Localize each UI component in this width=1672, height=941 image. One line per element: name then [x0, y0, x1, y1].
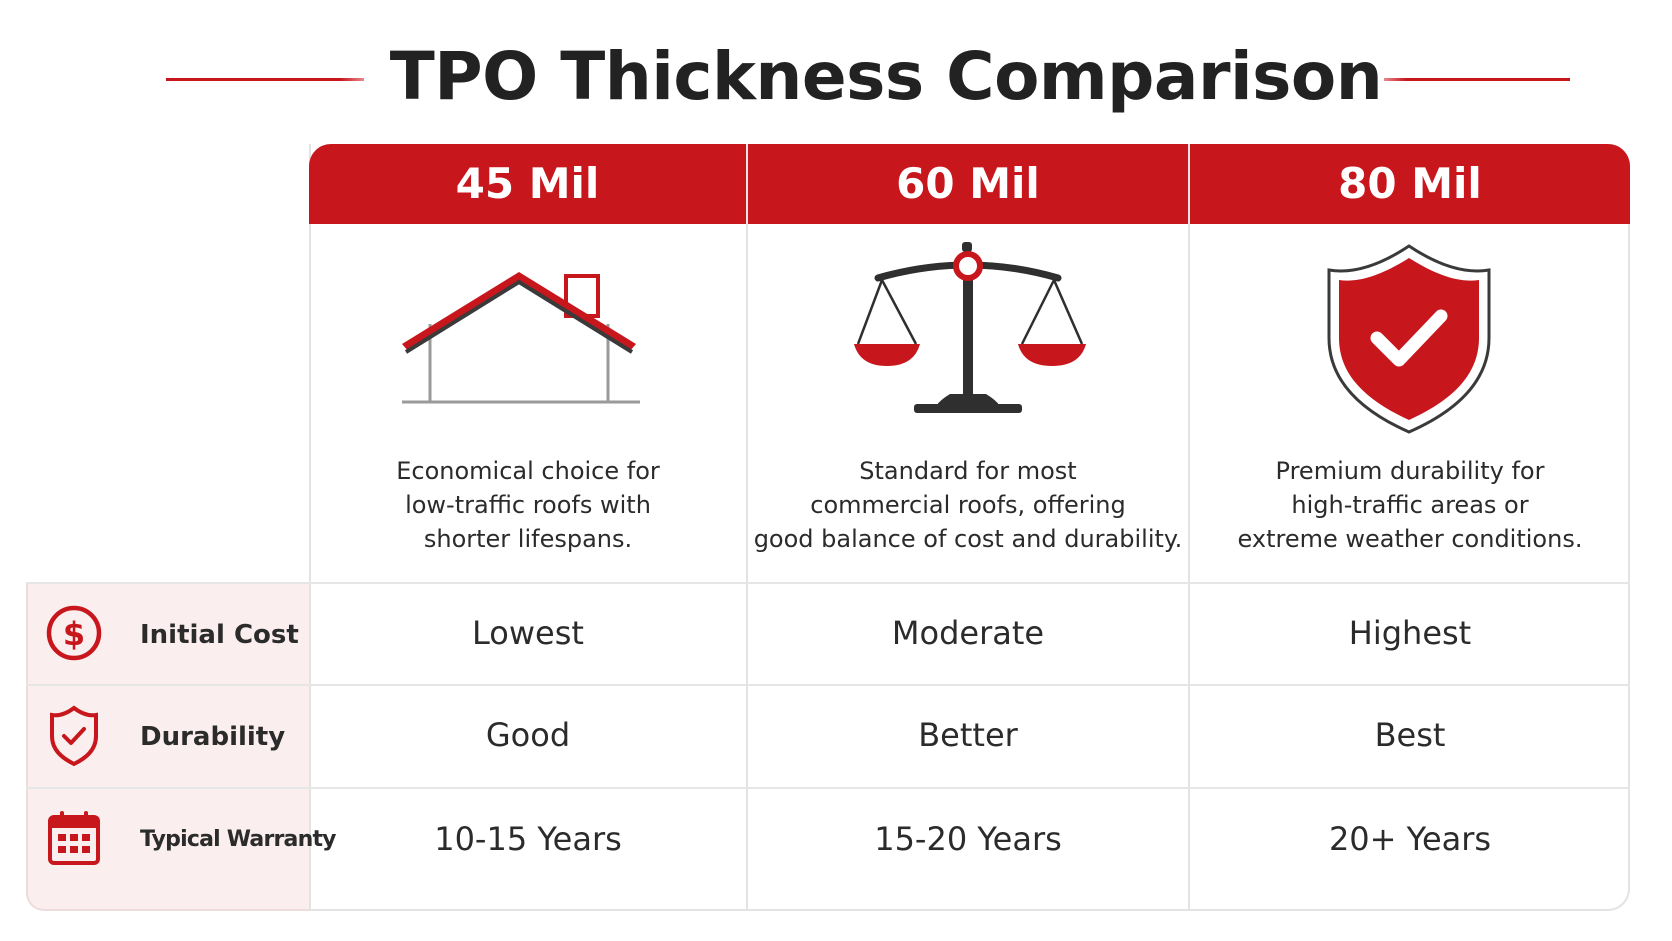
cell-warranty-80: 20+ Years: [1328, 820, 1492, 858]
description-45-mil: Economical choice for low-traffic roofs …: [310, 454, 746, 556]
svg-text:$: $: [63, 615, 85, 653]
table-frame: [309, 144, 1630, 911]
cell-durability-80: Best: [1374, 716, 1446, 754]
row-label-text: Typical Warranty: [140, 827, 337, 852]
row-label-initial-cost: $ Initial Cost: [44, 582, 309, 688]
comparison-table: 45 Mil 60 Mil 80 Mil: [26, 144, 1630, 911]
description-line: good balance of cost and durability.: [753, 525, 1183, 553]
cell-warranty-45: 10-15 Years: [434, 820, 622, 858]
column-header-45-mil: 45 Mil: [309, 144, 746, 224]
cell-durability-60: Better: [918, 716, 1018, 754]
description-60-mil: Standard for most commercial roofs, offe…: [750, 454, 1186, 556]
row-label-text: Durability: [140, 722, 286, 752]
column-divider: [1188, 144, 1190, 911]
page-title: TPO Thickness Comparison: [389, 38, 1383, 115]
description-line: extreme weather conditions.: [1237, 525, 1583, 553]
shield-check-icon: [44, 704, 106, 767]
description-80-mil: Premium durability for high-traffic area…: [1192, 454, 1628, 556]
column-header-60-mil: 60 Mil: [748, 144, 1188, 224]
description-line: shorter lifespans.: [423, 525, 633, 553]
row-label-column: [26, 582, 309, 911]
house-icon: [378, 242, 678, 442]
cell-initial-cost-60: Moderate: [891, 614, 1045, 652]
description-line: high-traffic areas or: [1291, 491, 1529, 519]
description-line: low-traffic roofs with: [405, 491, 651, 519]
row-label-typical-warranty: Typical Warranty: [44, 787, 337, 893]
row-label-text: Initial Cost: [140, 620, 299, 650]
row-label-durability: Durability: [44, 684, 309, 790]
title-area: TPO Thickness Comparison: [0, 22, 1672, 132]
title-decor-line-left: [166, 78, 364, 81]
cell-warranty-60: 15-20 Years: [874, 820, 1062, 858]
description-line: Premium durability for: [1275, 457, 1545, 485]
column-header-80-mil: 80 Mil: [1190, 144, 1630, 224]
calendar-icon: [44, 807, 106, 869]
title-decor-line-right: [1384, 78, 1570, 81]
column-divider: [746, 144, 748, 911]
row-divider: [26, 787, 1630, 789]
cell-initial-cost-80: Highest: [1348, 614, 1472, 652]
row-divider: [26, 684, 1630, 686]
description-line: Economical choice for: [396, 457, 660, 485]
balance-scale-icon: [818, 242, 1118, 442]
cell-durability-45: Good: [485, 716, 571, 754]
dollar-circle-icon: $: [44, 602, 106, 664]
cell-initial-cost-45: Lowest: [472, 614, 584, 652]
shield-check-icon: [1259, 242, 1559, 442]
row-divider: [26, 582, 1630, 584]
description-line: Standard for most: [859, 457, 1077, 485]
description-line: commercial roofs, offering: [810, 491, 1126, 519]
